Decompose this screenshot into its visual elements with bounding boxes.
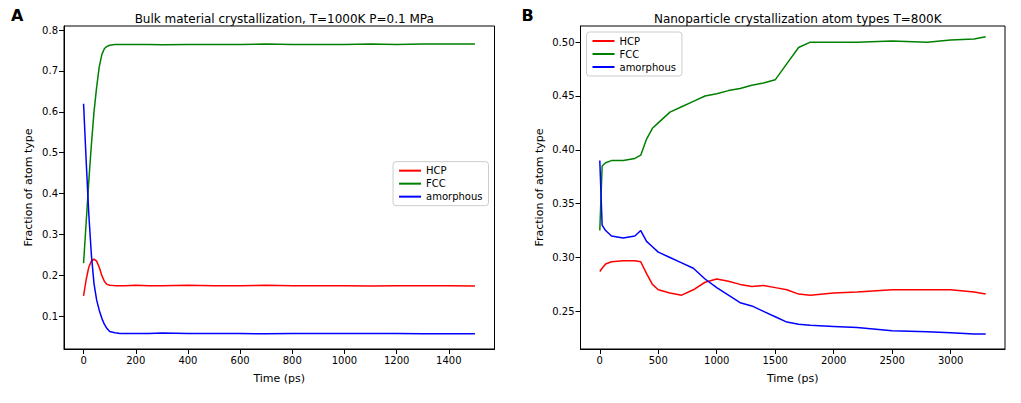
svg-text:2000: 2000 — [821, 355, 846, 366]
svg-text:600: 600 — [231, 355, 250, 366]
svg-text:Nanoparticle crystallization a: Nanoparticle crystallization atom types … — [654, 12, 943, 26]
svg-text:200: 200 — [126, 355, 145, 366]
svg-text:0.25: 0.25 — [552, 306, 574, 317]
svg-text:HCP: HCP — [620, 36, 641, 47]
svg-text:0.1: 0.1 — [42, 311, 58, 322]
svg-text:0.3: 0.3 — [42, 229, 58, 240]
svg-text:0: 0 — [597, 355, 603, 366]
svg-text:FCC: FCC — [426, 178, 446, 189]
svg-text:0.50: 0.50 — [552, 37, 574, 48]
svg-text:FCC: FCC — [620, 49, 640, 60]
svg-text:500: 500 — [649, 355, 668, 366]
svg-text:0.8: 0.8 — [42, 25, 58, 36]
svg-text:B: B — [522, 6, 534, 25]
svg-text:1000: 1000 — [704, 355, 729, 366]
svg-text:0.4: 0.4 — [42, 188, 58, 199]
svg-text:0: 0 — [80, 355, 86, 366]
svg-text:1500: 1500 — [762, 355, 787, 366]
svg-text:Bulk material crystallization,: Bulk material crystallization, T=1000K P… — [135, 12, 434, 26]
svg-text:0.6: 0.6 — [42, 106, 58, 117]
svg-text:0.45: 0.45 — [552, 90, 574, 101]
svg-text:3000: 3000 — [938, 355, 963, 366]
svg-text:HCP: HCP — [426, 165, 447, 176]
svg-text:0.5: 0.5 — [42, 147, 58, 158]
svg-text:2500: 2500 — [879, 355, 904, 366]
svg-text:Fraction of atom type: Fraction of atom type — [533, 128, 546, 246]
svg-text:amorphous: amorphous — [620, 62, 676, 73]
svg-text:0.7: 0.7 — [42, 65, 58, 76]
svg-text:0.40: 0.40 — [552, 144, 574, 155]
svg-text:0.30: 0.30 — [552, 252, 574, 263]
svg-text:Time (ps): Time (ps) — [766, 372, 819, 385]
svg-text:0.35: 0.35 — [552, 198, 574, 209]
svg-text:amorphous: amorphous — [426, 191, 482, 202]
svg-text:1000: 1000 — [332, 355, 357, 366]
svg-text:400: 400 — [178, 355, 197, 366]
svg-text:Fraction of atom type: Fraction of atom type — [22, 128, 35, 246]
svg-text:1400: 1400 — [436, 355, 461, 366]
svg-text:0.2: 0.2 — [42, 270, 58, 281]
svg-text:Time (ps): Time (ps) — [252, 372, 305, 385]
svg-text:1200: 1200 — [384, 355, 409, 366]
svg-text:800: 800 — [283, 355, 302, 366]
svg-text:A: A — [11, 6, 24, 25]
